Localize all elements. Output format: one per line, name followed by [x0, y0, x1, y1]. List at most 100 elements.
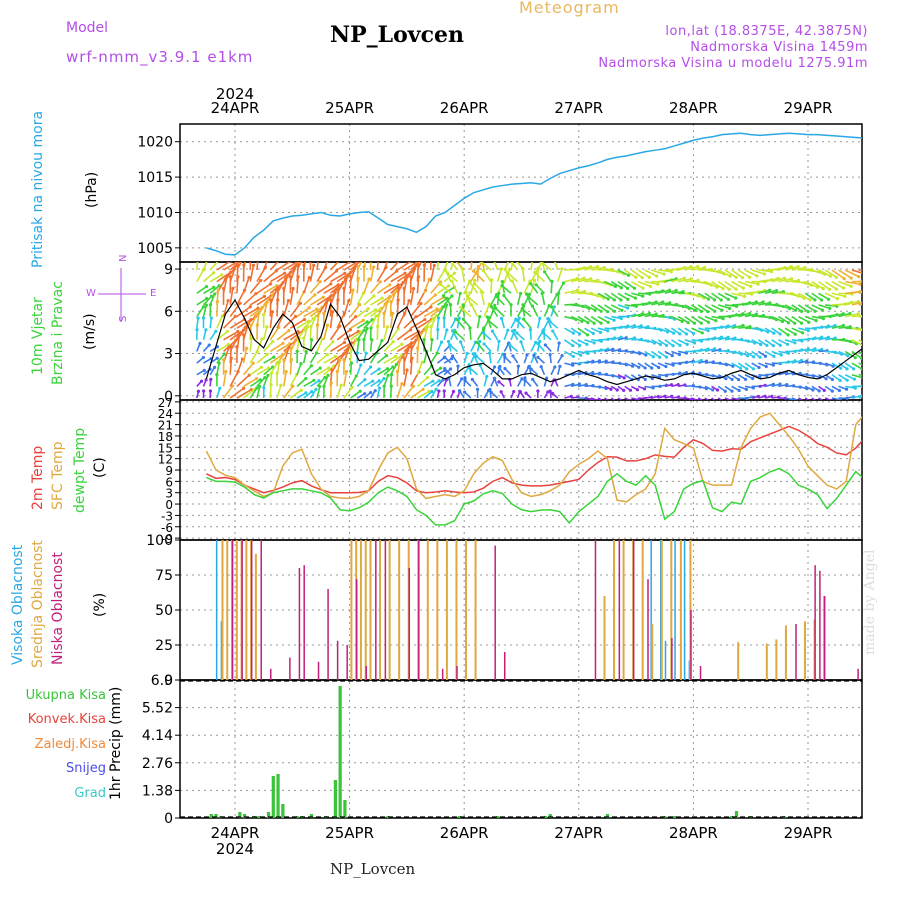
wind-arrow — [369, 339, 373, 352]
wind-arrow — [744, 339, 755, 344]
wind-arrow — [577, 327, 588, 336]
wind-arrow-head — [236, 275, 240, 279]
wind-arrow-head — [632, 286, 637, 290]
wind-arrow — [370, 297, 383, 306]
wind-arrow-head — [305, 325, 310, 329]
wind-arrow-head — [528, 328, 533, 332]
pressure-line — [206, 132, 862, 256]
wind-arrow — [369, 352, 378, 364]
wind-arrow-head — [422, 263, 426, 267]
wind-arrow-head — [204, 303, 208, 307]
wind-arrow — [289, 302, 302, 318]
cloud-mid-bar — [679, 540, 682, 680]
wind-arrow — [644, 280, 659, 285]
wind-arrow-head — [364, 351, 368, 355]
wind-arrow-head — [828, 306, 832, 310]
wind-arrow-head — [349, 262, 353, 263]
wind-arrow — [223, 330, 239, 341]
wind-arrow — [476, 316, 481, 329]
wind-arrow-head — [551, 329, 555, 333]
wind-arrow-head — [716, 400, 719, 403]
lonlat-label: lon,lat (18.8375E, 42.3875N) — [665, 24, 868, 39]
wind-arrow-head — [648, 284, 653, 289]
precip-total-bar — [386, 816, 390, 818]
cloud-low-bar — [819, 570, 821, 680]
wind-arrow-head — [369, 326, 373, 330]
wind-arrow-head — [667, 288, 672, 292]
wind-arrow — [349, 362, 353, 375]
wind-arrow-head — [677, 352, 682, 357]
wind-arrow — [584, 315, 595, 324]
wind-arrow — [872, 397, 884, 398]
wind-arrow — [825, 304, 838, 308]
wind-arrow-head — [448, 303, 453, 307]
day-label-top: 29APR — [784, 99, 833, 117]
wind-arrow-head — [637, 365, 641, 369]
wind-arrow-head — [229, 356, 233, 360]
wind-arrow-head — [249, 323, 253, 327]
wind-arrow-head — [853, 356, 857, 360]
cloud-low-bar — [303, 565, 305, 680]
wind-arrow — [547, 318, 552, 329]
wind-arrow-head — [457, 316, 461, 320]
wind-arrow — [744, 269, 758, 277]
cloud-mid-bar — [426, 540, 429, 680]
wind-arrow-head — [693, 308, 697, 312]
wind-arrow-head — [296, 329, 300, 334]
wind-arrow — [704, 315, 717, 322]
wind-arrow-head — [806, 328, 810, 333]
wind-arrow — [456, 317, 461, 329]
wind-arrow — [510, 318, 517, 329]
wind-arrow-head — [365, 320, 369, 324]
cloud-low-bar — [441, 668, 444, 680]
wind-arrow — [617, 304, 628, 309]
wind-arrow — [590, 327, 601, 334]
cloud-mid-bar — [369, 540, 372, 680]
wind-arrow-head — [405, 368, 409, 372]
wind-arrow-head — [706, 329, 710, 333]
wind-arrow — [811, 304, 823, 311]
wind-arrow-head — [713, 309, 717, 313]
wind-arrow-head — [808, 298, 812, 302]
wind-arrow-head — [613, 284, 617, 289]
wind-arrow — [323, 284, 339, 294]
wind-arrow — [684, 327, 694, 335]
precip-legend-total: Ukupna Kisa — [25, 688, 106, 703]
day-label-top: 28APR — [669, 99, 718, 117]
wind-arrow-head — [213, 292, 217, 296]
wind-arrow-head — [207, 256, 210, 259]
wind-arrow-head — [361, 318, 365, 322]
wind-arrow-head — [422, 338, 426, 342]
wind-arrow-head — [322, 384, 326, 388]
cloud-mid-bar — [737, 642, 740, 680]
wind-arrow-head — [839, 366, 843, 370]
wind-arrow — [376, 378, 385, 387]
wind-arrow — [865, 363, 876, 366]
precip-total-bar — [333, 780, 337, 818]
wind-arrow-head — [706, 320, 711, 324]
wind-arrow — [329, 311, 334, 329]
wind-arrow-head — [880, 267, 883, 270]
wind-arrow-head — [388, 283, 392, 287]
day-label-bottom: 29APR — [784, 824, 833, 842]
wind-arrow-head — [469, 303, 473, 307]
wind-arrow-head — [748, 311, 752, 316]
wind-arrow — [838, 374, 848, 381]
cloud-low-bar — [594, 540, 597, 680]
wind-tick-label: 0 — [164, 389, 173, 405]
cloud-mid-bar — [622, 540, 625, 680]
wind-arrow — [697, 397, 704, 400]
wind-arrow — [784, 315, 796, 324]
wind-arrow-head — [691, 331, 696, 336]
wind-arrow — [597, 292, 609, 300]
wind-arrow-head — [539, 365, 543, 369]
wind-arrow-head — [813, 347, 817, 351]
wind-arrow-head — [298, 301, 302, 305]
wind-arrow-head — [686, 321, 690, 325]
wind-arrow — [818, 336, 829, 341]
wind-arrow-head — [402, 356, 406, 360]
wind-arrow — [851, 362, 862, 370]
wind-arrow-head — [475, 387, 480, 392]
wind-arrow — [296, 291, 305, 306]
wind-arrow-head — [289, 346, 293, 350]
